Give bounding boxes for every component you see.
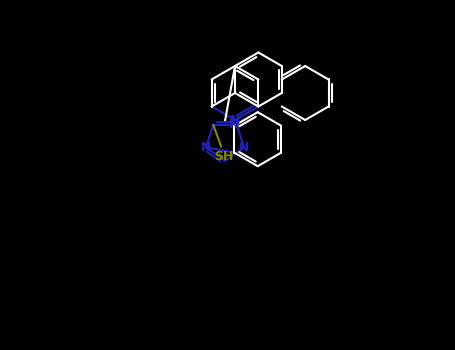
Text: SH: SH (215, 150, 234, 163)
Text: N: N (228, 118, 239, 131)
Text: N: N (239, 141, 249, 154)
Text: N: N (201, 141, 211, 154)
Text: N: N (230, 113, 240, 126)
